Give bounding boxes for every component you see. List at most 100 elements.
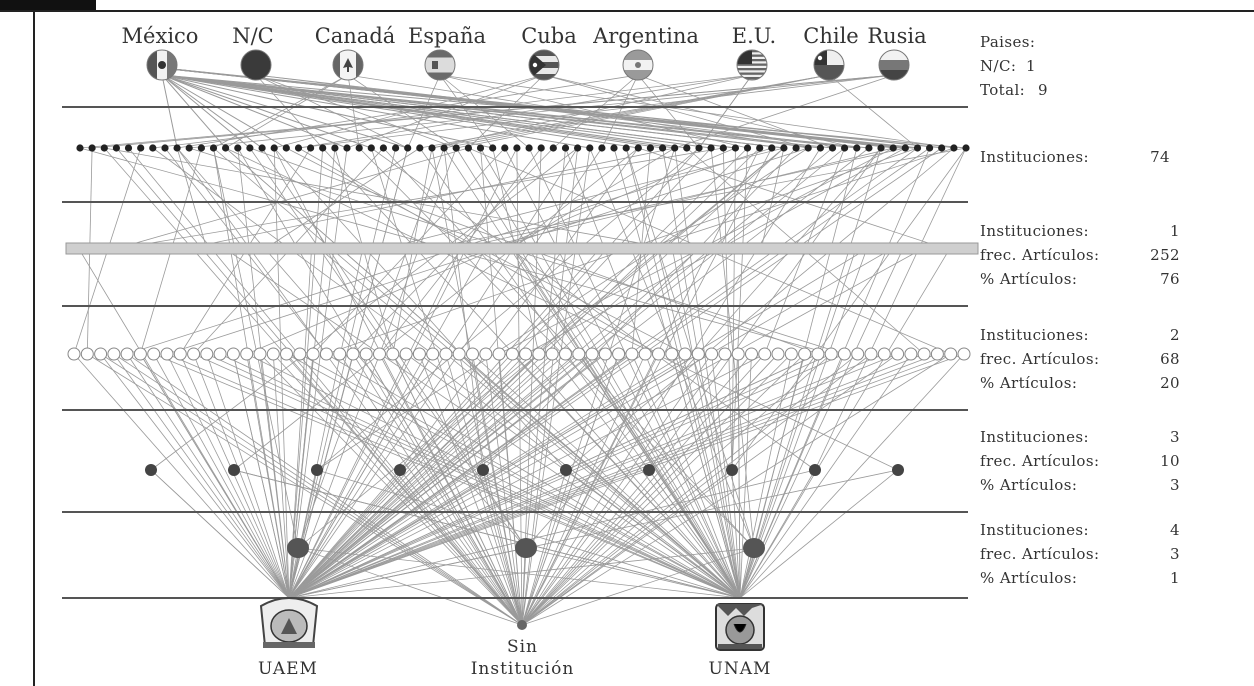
tier0-node — [877, 144, 885, 152]
tier2-node — [359, 347, 373, 361]
tier0-node — [731, 144, 740, 152]
edge — [392, 353, 523, 626]
country-label: Cuba — [521, 24, 577, 48]
tier2-node — [173, 347, 187, 361]
edge — [288, 353, 593, 599]
tier2-node — [67, 347, 81, 361]
tier4-pct-row: % Artículos: 1 — [980, 566, 1180, 590]
edge — [288, 353, 606, 599]
uaem-seal-icon — [259, 597, 319, 648]
tier2-freq-value: 68 — [1160, 350, 1180, 368]
tier2-node — [771, 347, 785, 361]
edge — [525, 547, 741, 599]
tier3-pct-value: 3 — [1170, 476, 1180, 494]
tier1-inst-label: Instituciones: — [980, 222, 1089, 240]
edge — [739, 353, 965, 599]
tier0-node — [282, 144, 290, 152]
edge — [480, 147, 741, 599]
unam-label: UNAM — [708, 659, 772, 679]
edge — [152, 74, 753, 149]
tier0-node — [124, 144, 133, 152]
edge — [460, 147, 906, 249]
paises-total-value: 9 — [1038, 81, 1048, 99]
edge — [739, 353, 912, 599]
edge — [739, 353, 792, 599]
tier3-freq-value: 10 — [1160, 452, 1180, 470]
edge — [365, 353, 523, 626]
tier0-node — [804, 144, 812, 152]
tier2-node — [306, 347, 320, 361]
edge — [166, 353, 290, 599]
edge — [288, 147, 518, 599]
tier1-freq-value: 252 — [1150, 246, 1180, 264]
usa-flag-icon — [736, 49, 768, 81]
tier0-node — [137, 144, 145, 152]
edge — [731, 469, 741, 599]
institution-row — [259, 597, 765, 651]
edge — [113, 353, 290, 599]
edge — [255, 74, 408, 149]
edge — [288, 353, 686, 599]
edge — [370, 147, 523, 626]
edge — [288, 353, 765, 599]
tier3-node — [145, 464, 157, 476]
tier0-node — [525, 144, 533, 152]
edge — [379, 353, 523, 626]
tier0-node — [379, 144, 387, 152]
sin-institucion-line2: Institución — [470, 659, 575, 679]
tier0-node — [659, 144, 667, 152]
tier0-node — [586, 144, 594, 152]
tier2-node — [572, 347, 586, 361]
tier0-node — [489, 144, 497, 152]
tier3-node — [560, 464, 572, 476]
country-label: Rusia — [867, 24, 926, 48]
edge — [399, 469, 523, 626]
edge — [116, 147, 523, 626]
tier-separators — [62, 106, 968, 599]
tier0-node — [197, 144, 205, 152]
tier3-pct-label: % Artículos: — [980, 476, 1078, 494]
tier0-node — [149, 144, 157, 152]
edge — [288, 353, 553, 599]
edge — [255, 74, 457, 149]
edge — [407, 74, 441, 149]
tier1-freq-row: frec. Artículos: 252 — [980, 243, 1180, 267]
edge — [288, 147, 942, 599]
edge — [521, 547, 755, 626]
tier0-node — [683, 144, 691, 152]
unam-seal-icon — [715, 603, 765, 651]
edge — [511, 147, 675, 249]
tier0-node — [440, 144, 448, 152]
edge — [521, 353, 832, 626]
edge — [288, 147, 700, 599]
tier3-node — [809, 464, 821, 476]
edge — [288, 353, 633, 599]
edge — [176, 147, 207, 249]
tier2-pct-value: 20 — [1160, 374, 1180, 392]
edge — [249, 147, 527, 549]
tier4-freq-value: 3 — [1170, 545, 1180, 563]
edge — [166, 353, 741, 599]
tier2-node — [585, 347, 599, 361]
edge — [521, 147, 676, 626]
tier0-node — [561, 144, 570, 152]
tier2-node — [346, 347, 360, 361]
tier2-node — [784, 347, 798, 361]
edge — [298, 74, 895, 149]
tier0-node — [574, 144, 582, 152]
tier0-node — [671, 144, 679, 152]
sin-institucion-line1: Sin — [506, 637, 539, 657]
country-label: E.U. — [732, 24, 776, 48]
nodes-layer — [65, 144, 979, 558]
tier2-node — [319, 347, 333, 361]
edge — [347, 74, 457, 149]
tier3-freq-label: frec. Artículos: — [980, 452, 1100, 470]
tier0-node — [828, 144, 837, 152]
tier4-inst-row: Instituciones: 4 — [980, 518, 1180, 542]
tier2-node — [811, 347, 825, 361]
edge — [419, 353, 741, 599]
tier0-node — [646, 144, 655, 152]
tier0-node — [707, 144, 715, 152]
tier2-node — [426, 347, 440, 361]
tier4-inst-value: 4 — [1170, 521, 1180, 539]
